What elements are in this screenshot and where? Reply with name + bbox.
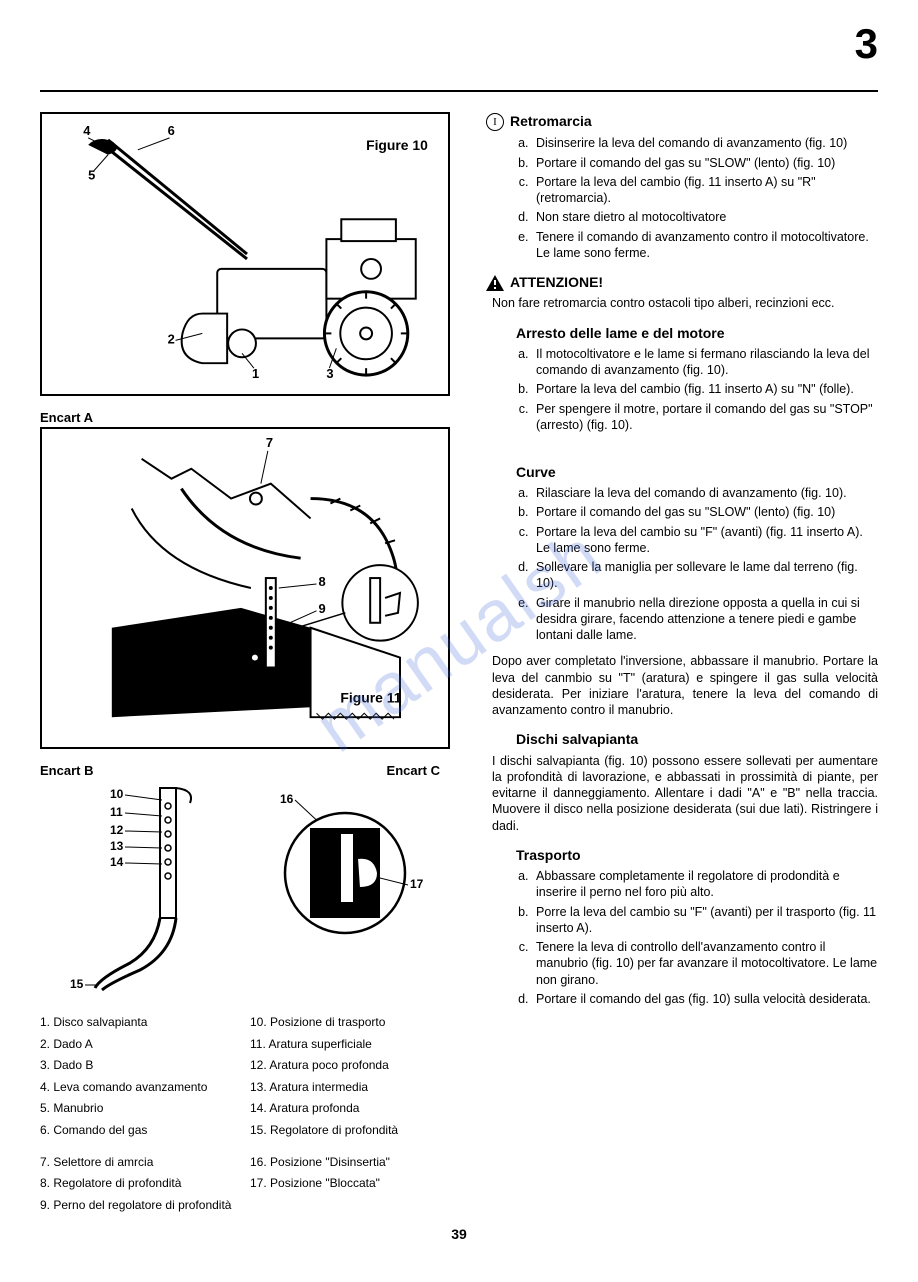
attenzione-heading: ATTENZIONE! [480, 273, 878, 291]
legend-row: 1. Disco salvapianta10. Posizione di tra… [40, 1012, 450, 1034]
info-icon: I [486, 113, 504, 131]
list-item: Portare la leva del cambio (fig. 11 inse… [532, 381, 878, 397]
figure-10: Figure 10 4 6 5 [40, 112, 450, 396]
figure-11-group: Encart A 7 [40, 410, 450, 749]
curve-list: Rilasciare la leva del comando di avanza… [480, 485, 878, 643]
svg-text:1: 1 [252, 366, 259, 381]
legend-item: 13. Aratura intermedia [250, 1077, 450, 1099]
warning-icon [486, 275, 504, 291]
curve-after-text: Dopo aver completato l'inversione, abbas… [492, 653, 878, 718]
svg-text:16: 16 [280, 792, 294, 806]
svg-text:2: 2 [168, 331, 175, 346]
legend-row: 3. Dado B12. Aratura poco profonda [40, 1055, 450, 1077]
svg-text:6: 6 [168, 123, 175, 138]
legend-item [40, 1142, 250, 1152]
svg-text:11: 11 [110, 805, 123, 819]
legend-item: 6. Comando del gas [40, 1120, 250, 1142]
svg-text:3: 3 [326, 366, 333, 381]
legend-item [250, 1142, 450, 1152]
retromarcia-heading: IRetromarcia [480, 112, 878, 131]
legend-row: 7. Selettore di amrcia16. Posizione "Dis… [40, 1152, 450, 1174]
legend-row: 9. Perno del regolatore di profondità [40, 1195, 450, 1217]
legend-row: 4. Leva comando avanzamento13. Aratura i… [40, 1077, 450, 1099]
dischi-text: I dischi salvapianta (fig. 10) possono e… [492, 753, 878, 834]
legend-item: 11. Aratura superficiale [250, 1034, 450, 1056]
legend-item: 16. Posizione "Disinsertia" [250, 1152, 450, 1174]
horizontal-rule [40, 90, 878, 92]
svg-text:9: 9 [319, 601, 326, 616]
legend-item: 7. Selettore di amrcia [40, 1152, 250, 1174]
legend: 1. Disco salvapianta10. Posizione di tra… [40, 1012, 450, 1216]
list-item: Portare la leva del cambio su "F" (avant… [532, 524, 878, 557]
svg-text:4: 4 [83, 123, 91, 138]
page-number-top: 3 [855, 20, 878, 68]
svg-text:12: 12 [110, 823, 124, 837]
list-item: Per spengere il motre, portare il comand… [532, 401, 878, 434]
encart-c-label: Encart C [250, 763, 450, 778]
arresto-heading: Arresto delle lame e del motore [480, 324, 878, 342]
legend-item: 9. Perno del regolatore di profondità [40, 1195, 250, 1217]
legend-item: 14. Aratura profonda [250, 1098, 450, 1120]
right-column: IRetromarcia Disinserire la leva del com… [480, 112, 878, 1216]
left-column: Figure 10 4 6 5 [40, 112, 450, 1216]
legend-row: 5. Manubrio14. Aratura profonda [40, 1098, 450, 1120]
svg-text:7: 7 [266, 435, 273, 450]
arresto-list: Il motocoltivatore e le lame si fermano … [480, 346, 878, 433]
list-item: Non stare dietro al motocoltivatore [532, 209, 878, 225]
trasporto-list: Abbassare completamente il regolatore di… [480, 868, 878, 1007]
page-number-bottom: 39 [40, 1226, 878, 1242]
legend-row [40, 1142, 450, 1152]
legend-item: 12. Aratura poco profonda [250, 1055, 450, 1077]
list-item: Girare il manubrio nella direzione oppos… [532, 595, 878, 644]
figure-10-label: Figure 10 [366, 137, 428, 153]
svg-text:Figure 11: Figure 11 [340, 689, 401, 705]
list-item: Abbassare completamente il regolatore di… [532, 868, 878, 901]
list-item: Portare il comando del gas su "SLOW" (le… [532, 155, 878, 171]
list-item: Porre la leva del cambio su "F" (avanti)… [532, 904, 878, 937]
list-item: Portare il comando del gas (fig. 10) sul… [532, 991, 878, 1007]
svg-text:14: 14 [110, 855, 124, 869]
list-item: Tenere la leva di controllo dell'avanzam… [532, 939, 878, 988]
legend-item: 10. Posizione di trasporto [250, 1012, 450, 1034]
trasporto-heading: Trasporto [480, 846, 878, 864]
legend-row: 6. Comando del gas15. Regolatore di prof… [40, 1120, 450, 1142]
attenzione-text: Non fare retromarcia contro ostacoli tip… [492, 295, 878, 311]
list-item: Portare il comando del gas su "SLOW" (le… [532, 504, 878, 520]
legend-item [250, 1195, 450, 1217]
legend-item: 8. Regolatore di profondità [40, 1173, 250, 1195]
curve-heading: Curve [480, 463, 878, 481]
list-item: Portare la leva del cambio (fig. 11 inse… [532, 174, 878, 207]
list-item: Sollevare la maniglia per sollevare le l… [532, 559, 878, 592]
svg-text:10: 10 [110, 787, 124, 801]
svg-text:13: 13 [110, 839, 124, 853]
legend-item: 15. Regolatore di profondità [250, 1120, 450, 1142]
svg-text:17: 17 [410, 877, 424, 891]
encart-b-c-group: Encart B 10 [40, 763, 450, 998]
legend-item: 2. Dado A [40, 1034, 250, 1056]
encart-b-label: Encart B [40, 763, 240, 778]
svg-text:8: 8 [319, 574, 326, 589]
legend-row: 8. Regolatore di profondità17. Posizione… [40, 1173, 450, 1195]
legend-row: 2. Dado A11. Aratura superficiale [40, 1034, 450, 1056]
retromarcia-list: Disinserire la leva del comando di avanz… [480, 135, 878, 261]
list-item: Il motocoltivatore e le lame si fermano … [532, 346, 878, 379]
list-item: Disinserire la leva del comando di avanz… [532, 135, 878, 151]
svg-text:15: 15 [70, 977, 84, 991]
legend-item: 17. Posizione "Bloccata" [250, 1173, 450, 1195]
legend-item: 3. Dado B [40, 1055, 250, 1077]
list-item: Tenere il comando di avanzamento contro … [532, 229, 878, 262]
encart-a-label: Encart A [40, 410, 93, 425]
dischi-heading: Dischi salvapianta [480, 730, 878, 748]
list-item: Rilasciare la leva del comando di avanza… [532, 485, 878, 501]
legend-item: 5. Manubrio [40, 1098, 250, 1120]
legend-item: 4. Leva comando avanzamento [40, 1077, 250, 1099]
legend-item: 1. Disco salvapianta [40, 1012, 250, 1034]
